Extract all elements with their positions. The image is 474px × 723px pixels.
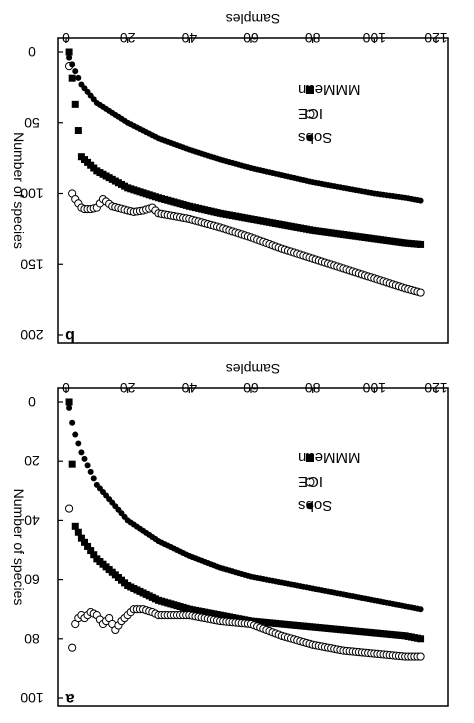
legend-marker-open-circle bbox=[305, 477, 315, 487]
y-tick-label: 100 bbox=[20, 690, 44, 706]
data-point bbox=[417, 635, 425, 643]
data-point bbox=[75, 440, 82, 447]
data-point bbox=[417, 606, 424, 613]
data-point bbox=[65, 398, 73, 406]
data-point bbox=[87, 547, 95, 555]
x-tick-label: 60 bbox=[243, 380, 259, 396]
y-tick-label: 0 bbox=[28, 44, 36, 60]
x-tick-label: 40 bbox=[181, 380, 197, 396]
x-axis: 0 20 40 60 80 100 120 bbox=[62, 30, 448, 46]
x-tick-label: 60 bbox=[243, 30, 259, 46]
data-point bbox=[81, 538, 88, 546]
data-point bbox=[71, 522, 79, 530]
data-point bbox=[81, 455, 88, 462]
y-tick-label: 40 bbox=[24, 512, 40, 528]
y-axis-label: Number of species bbox=[11, 489, 27, 606]
data-point bbox=[68, 74, 76, 82]
legend-label: MMMean bbox=[298, 81, 361, 98]
x-tick-label: 100 bbox=[362, 30, 386, 46]
plot-frame bbox=[57, 387, 449, 707]
x-tick-label: 40 bbox=[181, 30, 197, 46]
series-ice bbox=[64, 62, 425, 297]
y-axis: 0 20 40 60 80 100 bbox=[20, 394, 63, 706]
x-tick-label: 80 bbox=[305, 30, 321, 46]
y-axis: 0 50 100 150 200 bbox=[20, 44, 63, 343]
panel-letter: b bbox=[65, 327, 75, 344]
legend-marker-square bbox=[306, 86, 314, 94]
data-point bbox=[417, 197, 424, 204]
series-sobs bbox=[66, 54, 424, 204]
y-tick-label: 80 bbox=[24, 631, 40, 647]
chart-panel-a: 0 20 40 60 80 100 120 Samples 0 20 40 60 80 100 Number… bbox=[11, 361, 449, 707]
legend-label: MMMean bbox=[298, 449, 361, 466]
data-point bbox=[66, 404, 73, 411]
data-point bbox=[66, 54, 73, 61]
y-axis-label: Number of species bbox=[11, 132, 27, 249]
data-point bbox=[68, 460, 76, 468]
legend-marker-square bbox=[306, 454, 314, 462]
y-tick-label: 0 bbox=[28, 394, 36, 410]
plot-frame bbox=[57, 37, 449, 344]
x-tick-label: 20 bbox=[120, 380, 136, 396]
legend: MMMean ICE Sobs bbox=[298, 449, 361, 514]
data-point bbox=[74, 528, 82, 536]
data-point bbox=[69, 419, 76, 426]
x-tick-label: 120 bbox=[424, 380, 448, 396]
data-point bbox=[417, 240, 425, 248]
x-axis-label: Samples bbox=[226, 361, 280, 377]
legend: MMMean ICE Sobs bbox=[298, 81, 361, 146]
data-point bbox=[69, 61, 76, 68]
y-tick-label: 20 bbox=[24, 453, 40, 469]
x-tick-label: 20 bbox=[120, 30, 136, 46]
data-point bbox=[74, 127, 82, 135]
legend-marker-filled-circle bbox=[306, 134, 314, 142]
data-point bbox=[87, 468, 94, 475]
data-point bbox=[75, 74, 82, 81]
x-tick-label: 80 bbox=[305, 380, 321, 396]
chart-panel-b: 0 20 40 60 80 100 120 Samples 0 50 100 150 200 Number… bbox=[11, 11, 449, 344]
data-point bbox=[84, 542, 92, 550]
y-tick-label: 200 bbox=[20, 327, 44, 343]
legend-label: ICE bbox=[298, 473, 323, 490]
series-ice bbox=[64, 504, 425, 661]
data-point bbox=[84, 462, 91, 469]
series-mmmean bbox=[65, 48, 425, 248]
x-tick-label: 0 bbox=[62, 380, 70, 396]
legend-marker-open-circle bbox=[305, 109, 315, 119]
legend-label: Sobs bbox=[298, 129, 332, 146]
data-point bbox=[72, 431, 79, 438]
y-tick-label: 50 bbox=[24, 115, 40, 131]
x-tick-label: 0 bbox=[62, 30, 70, 46]
x-axis: 0 20 40 60 80 100 120 bbox=[62, 380, 448, 396]
x-tick-label: 120 bbox=[424, 30, 448, 46]
data-point bbox=[416, 288, 425, 297]
data-point bbox=[90, 475, 97, 482]
x-tick-label: 100 bbox=[362, 380, 386, 396]
data-point bbox=[64, 504, 74, 513]
x-axis-label: Samples bbox=[226, 11, 280, 27]
y-tick-label: 150 bbox=[20, 256, 44, 272]
data-point bbox=[90, 551, 98, 559]
data-point bbox=[416, 652, 425, 661]
series-mmmean bbox=[65, 398, 425, 643]
data-point bbox=[78, 449, 85, 456]
data-point bbox=[68, 643, 77, 652]
panel-letter: a bbox=[65, 690, 74, 707]
y-tick-label: 100 bbox=[20, 186, 44, 202]
data-point bbox=[72, 68, 79, 75]
legend-label: ICE bbox=[298, 105, 323, 122]
data-point bbox=[65, 48, 73, 56]
y-tick-label: 60 bbox=[24, 572, 40, 588]
data-point bbox=[71, 100, 79, 108]
data-point bbox=[77, 534, 85, 542]
legend-label: Sobs bbox=[298, 497, 332, 514]
legend-marker-filled-circle bbox=[306, 502, 314, 510]
series-sobs bbox=[66, 404, 424, 613]
